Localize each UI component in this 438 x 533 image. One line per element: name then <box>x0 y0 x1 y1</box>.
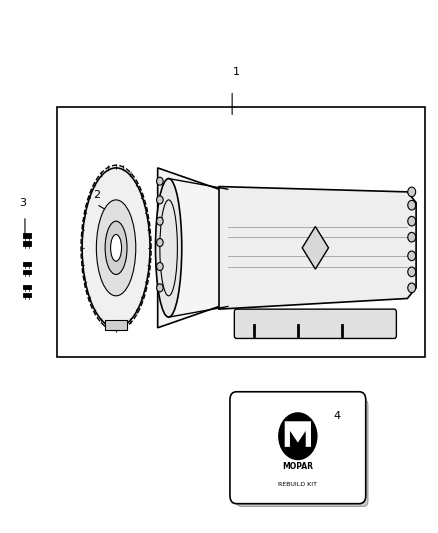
FancyBboxPatch shape <box>57 107 425 357</box>
Text: REBUILD KIT: REBUILD KIT <box>278 482 318 487</box>
Ellipse shape <box>408 216 416 226</box>
Ellipse shape <box>157 284 163 292</box>
Bar <box>23 270 31 274</box>
Ellipse shape <box>157 263 163 271</box>
Ellipse shape <box>408 251 416 261</box>
Bar <box>105 320 127 330</box>
Bar <box>23 262 31 266</box>
Polygon shape <box>219 187 416 309</box>
Circle shape <box>278 412 318 460</box>
Ellipse shape <box>110 235 121 261</box>
Polygon shape <box>302 227 328 269</box>
Ellipse shape <box>408 267 416 277</box>
Ellipse shape <box>408 187 416 197</box>
FancyBboxPatch shape <box>234 309 396 338</box>
FancyBboxPatch shape <box>230 392 366 504</box>
Ellipse shape <box>157 239 163 247</box>
Bar <box>23 233 31 238</box>
Ellipse shape <box>155 179 182 317</box>
Text: 4: 4 <box>334 411 341 421</box>
Ellipse shape <box>157 196 163 204</box>
Bar <box>23 241 31 246</box>
Ellipse shape <box>105 221 127 274</box>
Ellipse shape <box>96 200 136 296</box>
Ellipse shape <box>408 200 416 210</box>
Text: 2: 2 <box>93 190 100 200</box>
Polygon shape <box>158 168 228 328</box>
Ellipse shape <box>157 217 163 225</box>
Ellipse shape <box>157 177 163 185</box>
Text: 3: 3 <box>19 198 26 208</box>
Text: MOPAR: MOPAR <box>283 463 313 471</box>
Ellipse shape <box>408 283 416 293</box>
FancyBboxPatch shape <box>237 400 368 506</box>
Polygon shape <box>285 421 311 447</box>
Ellipse shape <box>82 168 150 328</box>
Text: 1: 1 <box>233 67 240 77</box>
Bar <box>23 285 31 289</box>
Bar <box>23 293 31 297</box>
Ellipse shape <box>408 232 416 242</box>
